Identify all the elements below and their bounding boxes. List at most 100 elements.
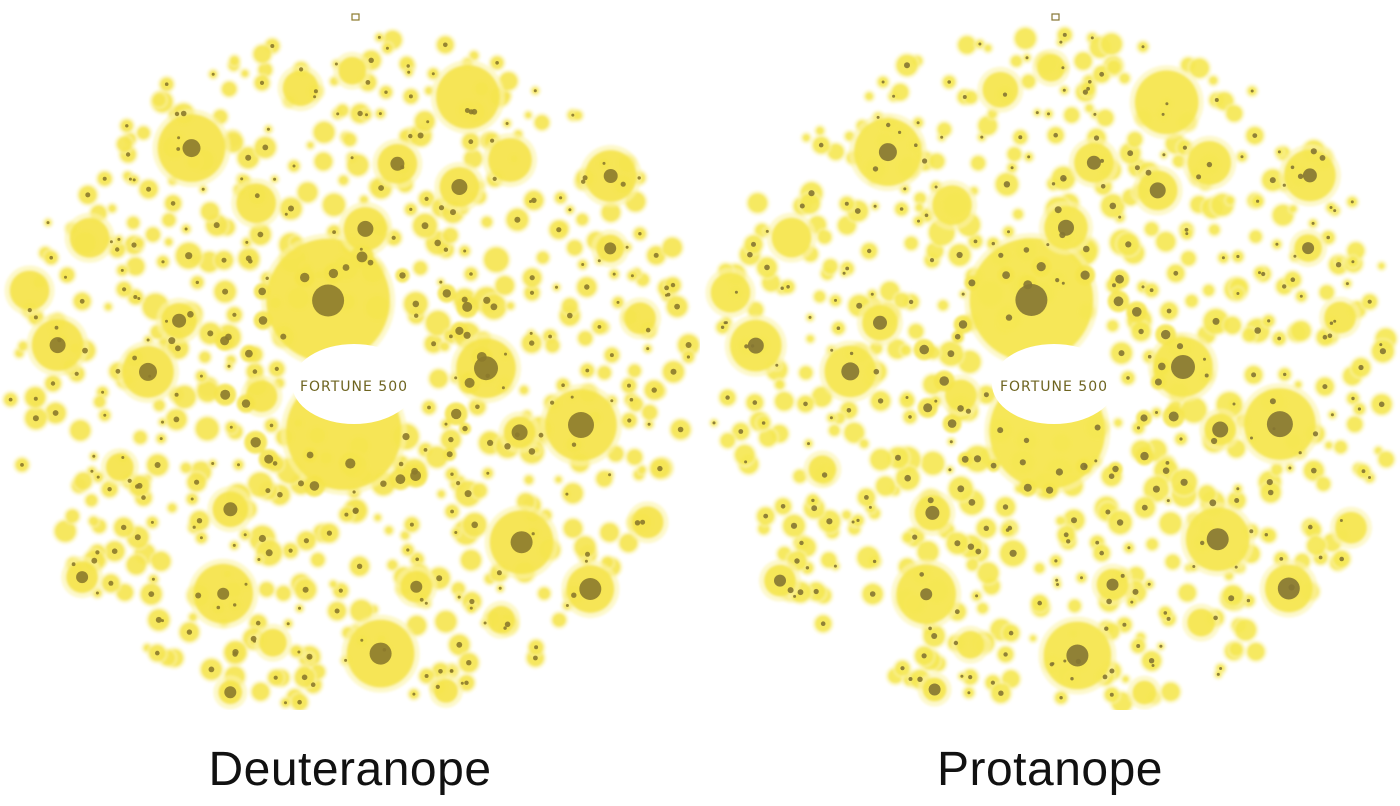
- bubble-core: [464, 680, 469, 685]
- bubble-core: [1200, 540, 1205, 546]
- bubble: [1034, 563, 1045, 574]
- bubble-core: [1335, 262, 1342, 268]
- bubble-core: [326, 530, 332, 536]
- bubble: [151, 551, 171, 571]
- bubble: [1007, 147, 1022, 162]
- bubble-core: [579, 578, 602, 600]
- bubble-core: [1063, 532, 1069, 538]
- bubble-core: [640, 519, 646, 525]
- bubble-core: [232, 649, 239, 656]
- bubble-core: [1162, 467, 1170, 475]
- bubble-core: [1158, 362, 1166, 371]
- bubble-core: [309, 481, 320, 491]
- bubble: [870, 449, 892, 471]
- bubble-core: [1266, 479, 1273, 486]
- bubble-core: [725, 395, 730, 400]
- bubble-core: [1093, 112, 1097, 116]
- bubble-core: [1002, 271, 1010, 279]
- bubble-core: [1127, 546, 1131, 550]
- bubble: [69, 217, 110, 258]
- bubble: [775, 380, 785, 390]
- bubble-core: [929, 258, 935, 263]
- bubble-core: [463, 249, 467, 253]
- bubble-core: [409, 207, 413, 211]
- bubble-core: [328, 268, 339, 279]
- bubble-core: [965, 408, 971, 414]
- bubble: [1378, 262, 1385, 270]
- bubble-core: [313, 89, 318, 94]
- bubble-core: [303, 538, 309, 544]
- bubble-core: [446, 451, 453, 458]
- bubble: [534, 115, 550, 130]
- bubble-core: [151, 577, 155, 581]
- bubble-core: [195, 592, 202, 599]
- bubble-core: [1051, 662, 1055, 666]
- bubble: [1226, 196, 1235, 205]
- bubble-core: [288, 205, 294, 212]
- bubble-core: [277, 491, 283, 498]
- bubble-core: [1019, 459, 1026, 466]
- bubble-core: [1329, 206, 1333, 209]
- bubble-core: [1267, 319, 1271, 323]
- bubble-core: [876, 115, 880, 119]
- bubble: [1242, 328, 1256, 342]
- bubble-core: [565, 604, 569, 607]
- bubble-core: [107, 487, 112, 492]
- bubble-core: [224, 686, 237, 699]
- bubble-core: [1269, 398, 1276, 405]
- bubble-core: [1297, 173, 1304, 179]
- bubble-core: [469, 606, 473, 610]
- bubble-core: [184, 227, 188, 231]
- bubble: [1013, 209, 1024, 220]
- bubble-core: [625, 245, 629, 249]
- bubble: [126, 257, 145, 276]
- bubble-core: [1005, 528, 1010, 532]
- bubble: [1335, 257, 1343, 264]
- bubble-core: [774, 574, 786, 587]
- bubble: [253, 45, 272, 63]
- bubble-core: [298, 480, 304, 487]
- bubble: [85, 494, 98, 507]
- bubble: [662, 237, 682, 258]
- bubble-core: [306, 451, 314, 459]
- bubble: [229, 55, 240, 66]
- bubble: [538, 587, 551, 600]
- bubble-core: [780, 504, 786, 509]
- bubble-core: [570, 395, 574, 399]
- bubble-core: [258, 316, 268, 325]
- bubble: [894, 293, 910, 308]
- bubble-core: [1212, 317, 1220, 325]
- bubble-core: [1023, 247, 1030, 253]
- bubble-core: [174, 392, 179, 397]
- bubble-core: [148, 591, 155, 597]
- bubble: [1181, 251, 1196, 266]
- bubble-core: [103, 413, 107, 417]
- bubble-core: [928, 626, 932, 631]
- bubble-core: [1293, 254, 1297, 258]
- bubble-core: [255, 620, 261, 626]
- bubble: [567, 240, 583, 256]
- bubble: [153, 399, 165, 411]
- bubble-core: [924, 213, 929, 218]
- bubble-core: [1118, 215, 1122, 219]
- bubble-core: [1023, 437, 1030, 444]
- bubble-core: [474, 356, 498, 381]
- bubble-core: [1165, 461, 1170, 465]
- bubble-core: [1053, 132, 1058, 138]
- bubble-core: [173, 416, 180, 423]
- bubble-core: [811, 505, 818, 512]
- bubble-core: [424, 601, 428, 605]
- bubble-core: [207, 330, 214, 337]
- bubble-core: [511, 424, 528, 441]
- bubble-core: [408, 133, 413, 139]
- bubble: [197, 381, 218, 402]
- top-marker: [1051, 13, 1060, 21]
- bubble-core: [1282, 183, 1286, 187]
- bubble-core: [1003, 652, 1008, 657]
- bubble-core: [270, 44, 275, 48]
- bubble-core: [159, 437, 163, 441]
- bubble-core: [1298, 451, 1302, 455]
- bubble: [1271, 463, 1283, 475]
- bubble-core: [229, 425, 233, 429]
